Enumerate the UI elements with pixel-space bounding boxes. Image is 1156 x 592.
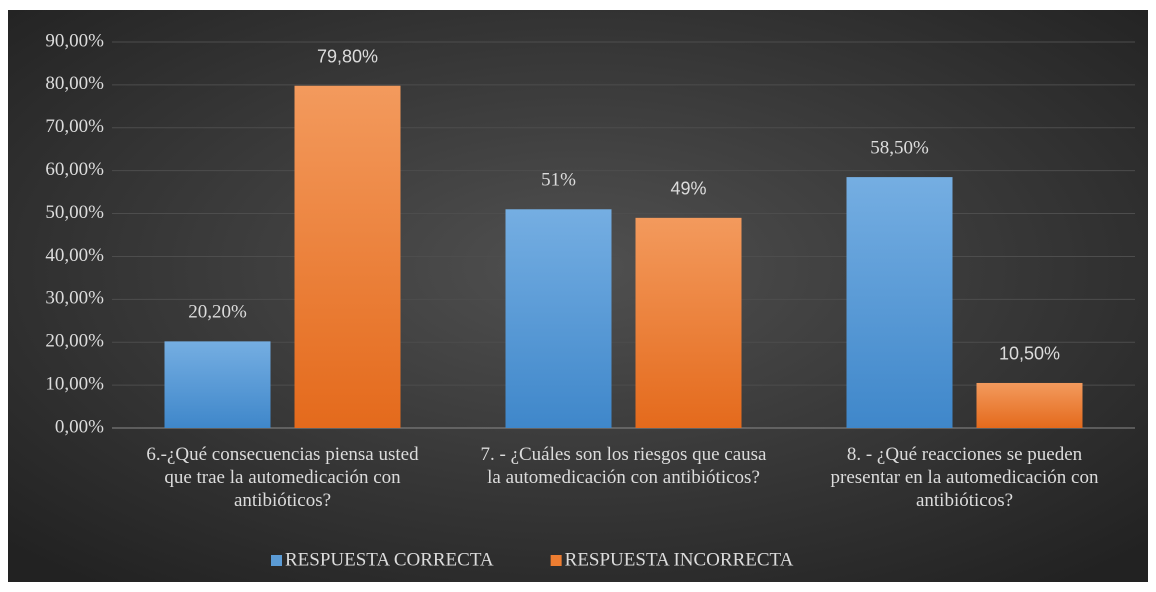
y-tick-label: 30,00%	[45, 288, 104, 309]
y-tick-label: 0,00%	[55, 416, 104, 437]
data-label: 20,20%	[188, 302, 247, 323]
y-tick-label: 70,00%	[45, 116, 104, 137]
bar	[846, 177, 953, 428]
x-tick-label: 7. - ¿Cuáles son los riesgos que causa la…	[481, 444, 768, 488]
data-label: 79,80%	[317, 46, 378, 66]
bar	[164, 341, 271, 428]
legend-label: RESPUESTA INCORRECTA	[565, 549, 794, 570]
legend-swatch	[271, 555, 282, 566]
y-tick-label: 10,00%	[45, 373, 104, 394]
data-label: 49%	[670, 179, 706, 199]
y-tick-label: 60,00%	[45, 159, 104, 180]
legend-label: RESPUESTA CORRECTA	[285, 549, 494, 570]
data-label: 10,50%	[999, 344, 1060, 364]
bar	[635, 217, 742, 428]
y-tick-label: 20,00%	[45, 331, 104, 352]
y-tick-label: 80,00%	[45, 73, 104, 94]
legend-swatch	[550, 555, 562, 566]
y-tick-label: 40,00%	[45, 245, 104, 266]
y-tick-label: 50,00%	[45, 202, 104, 223]
x-tick-label: 6.-¿Qué consecuencias piensa usted que tr…	[146, 444, 419, 511]
bar	[294, 85, 401, 428]
y-tick-label: 90,00%	[45, 30, 104, 51]
bar	[976, 382, 1083, 428]
data-label: 51%	[541, 170, 576, 191]
x-tick-label: 8. - ¿Qué reacciones se pueden presentar …	[831, 444, 1099, 511]
data-label: 58,50%	[870, 137, 929, 158]
bar	[505, 209, 612, 428]
